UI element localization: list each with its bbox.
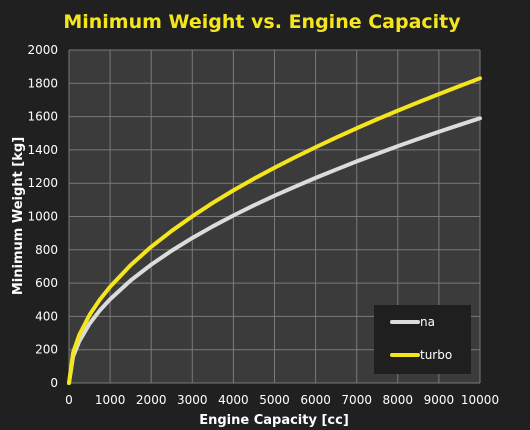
x-tick-label: 6000	[300, 393, 331, 407]
y-tick-label: 600	[35, 276, 58, 290]
y-tick-label: 0	[50, 376, 58, 390]
y-axis-ticks: 0 200 400 600 800 1000 1200 1400 1600 1800 2000	[27, 43, 58, 390]
legend-label-na: na	[420, 315, 435, 329]
x-tick-label: 8000	[383, 393, 414, 407]
y-tick-label: 1800	[27, 76, 58, 90]
x-tick-label: 10000	[461, 393, 499, 407]
x-tick-label: 5000	[259, 393, 290, 407]
x-tick-label: 7000	[341, 393, 372, 407]
x-tick-label: 0	[65, 393, 73, 407]
y-tick-label: 2000	[27, 43, 58, 57]
y-tick-label: 1600	[27, 110, 58, 124]
y-tick-label: 1400	[27, 143, 58, 157]
x-tick-label: 1000	[95, 393, 126, 407]
y-tick-label: 1200	[27, 176, 58, 190]
x-axis-label: Engine Capacity [cc]	[199, 413, 349, 428]
series-layer	[67, 76, 482, 385]
x-axis-ticks: 0 1000 2000 3000 4000 5000 6000 7000 8000 9000 100…	[65, 393, 499, 407]
x-tick-label: 4000	[218, 393, 249, 407]
series-line-na	[67, 116, 482, 385]
y-tick-label: 1000	[27, 210, 58, 224]
y-tick-label: 400	[35, 309, 58, 323]
x-tick-label: 9000	[424, 393, 455, 407]
series-line-turbo	[67, 76, 482, 385]
x-tick-label: 2000	[136, 393, 167, 407]
chart-title: Minimum Weight vs. Engine Capacity	[63, 11, 461, 33]
y-axis-label: Minimum Weight [kg]	[11, 137, 26, 295]
y-tick-label: 800	[35, 243, 58, 257]
grid	[68, 49, 481, 384]
legend-box	[374, 305, 471, 374]
x-tick-label: 3000	[177, 393, 208, 407]
legend-label-turbo: turbo	[420, 348, 452, 362]
legend: na turbo	[374, 305, 471, 374]
y-tick-label: 200	[35, 343, 58, 357]
